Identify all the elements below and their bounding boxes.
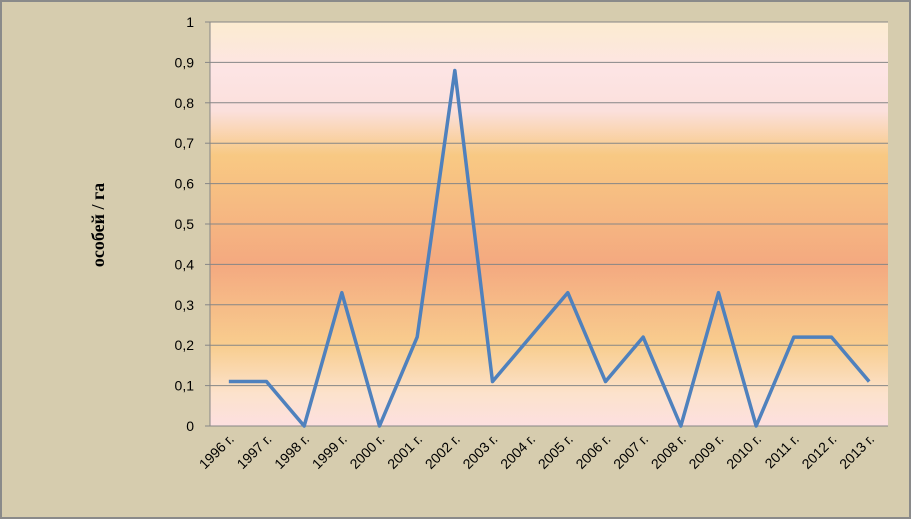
data-line	[228, 68, 871, 428]
y-tick-label: 0,5	[175, 216, 195, 232]
y-tick-label: 1	[186, 14, 194, 30]
y-tick-label: 0,8	[175, 95, 195, 111]
y-tick-label: 0	[186, 418, 194, 434]
y-tick-label: 0,3	[175, 297, 195, 313]
y-tick-label: 0,7	[175, 135, 195, 151]
y-tick-label: 0,4	[175, 256, 195, 272]
y-axis-label: особей / га	[88, 183, 108, 267]
y-tick-label: 0,2	[175, 337, 195, 353]
y-tick-label: 0,9	[175, 54, 195, 70]
y-tick-label: 0,1	[175, 378, 195, 394]
y-tick-label: 0,6	[175, 176, 195, 192]
